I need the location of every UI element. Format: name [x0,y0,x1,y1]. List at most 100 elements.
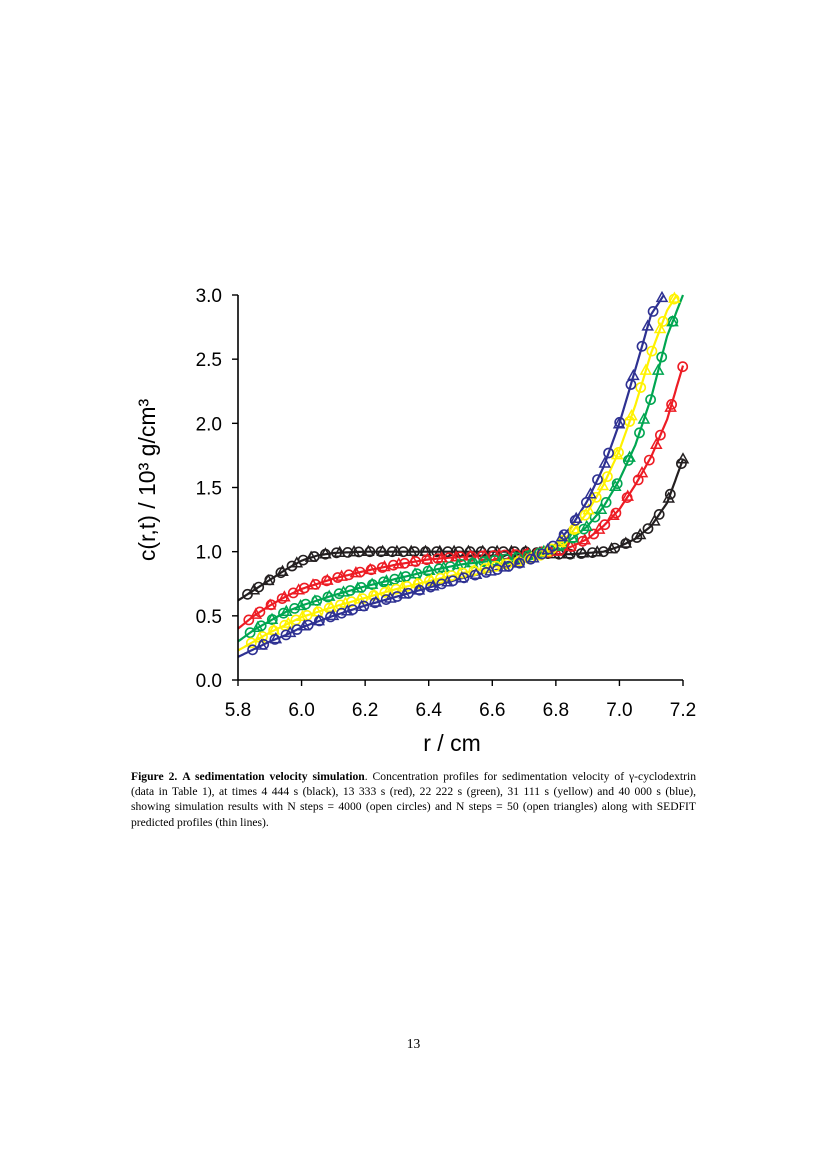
triangle-marker [612,417,626,429]
circle-marker [431,546,443,558]
triangle-marker [650,437,663,450]
triangle-marker [290,556,304,568]
triangle-marker [610,448,624,460]
triangle-marker [580,519,593,532]
y-axis-title: c(r,t) / 10³ g/cm³ [134,399,160,562]
triangle-marker [280,604,293,616]
triangle-marker [641,319,654,331]
triangle-marker [398,587,411,599]
triangle-marker [278,590,291,602]
triangle-marker [569,511,583,524]
triangle-marker [265,612,279,624]
sedimentation-chart: 5.8 6.0 6.2 6.4 6.6 6.8 7.0 7.2 0.0 0.5 1.0 1.5 2.0 2… [134,286,696,756]
triangle-marker [484,564,497,576]
triangle-marker [347,545,361,557]
y-tick-label: 0.5 [196,607,222,628]
circle-marker [631,532,643,543]
circle-marker [376,562,388,573]
triangle-marker [627,368,640,381]
triangle-marker [394,570,407,582]
x-tick-label: 5.8 [225,700,251,721]
triangle-marker [527,551,540,563]
triangle-marker [322,589,336,601]
figure-caption: Figure 2. A sedimentation velocity simul… [131,769,696,830]
circle-marker [436,578,448,590]
triangle-marker [276,564,289,576]
triangle-marker [423,563,436,576]
circle-marker [636,340,648,352]
triangle-marker [255,638,268,650]
caption-label: Figure 2. [131,770,178,783]
circle-marker [643,454,655,466]
circle-marker [614,416,626,428]
circle-marker [664,488,676,500]
triangle-marker [512,556,526,568]
triangle-marker [435,551,448,563]
circle-marker [390,583,402,595]
circle-marker [645,394,656,405]
x-tick-label: 7.0 [606,700,632,721]
triangle-marker [598,456,612,468]
caption-title: A sedimentation velocity simulation [182,770,365,783]
triangle-marker [363,562,377,575]
triangle-marker [676,452,690,464]
triangle-marker [426,579,440,591]
circle-marker [435,572,446,584]
triangle-marker [590,545,604,557]
circle-marker [602,471,613,482]
triangle-marker [304,550,318,562]
circle-marker [646,345,658,357]
circle-marker [488,550,499,561]
circle-marker [642,523,654,534]
circle-marker [588,528,600,540]
triangle-marker [324,600,338,612]
triangle-marker [584,487,597,499]
circle-marker [331,547,342,559]
triangle-marker [555,530,569,542]
triangle-marker [648,514,661,526]
triangle-marker [365,577,379,589]
triangle-marker [451,557,465,570]
triangle-marker [247,583,261,595]
circle-marker [432,553,444,564]
triangle-marker [664,400,677,412]
circle-marker [425,581,436,593]
circle-marker [333,588,345,600]
y-tick-label: 2.5 [196,350,222,371]
triangle-marker [607,508,620,520]
triangle-marker [292,583,305,595]
triangle-marker [666,315,679,327]
triangle-marker [449,550,463,562]
circle-marker [634,427,645,439]
circle-marker [280,629,292,641]
triangle-marker [498,560,511,572]
circle-marker [244,627,256,639]
triangle-marker [269,632,283,644]
triangle-marker [662,491,675,503]
triangle-marker [421,552,434,564]
triangle-marker [655,290,669,303]
triangle-marker [406,554,420,567]
circle-marker [353,546,365,558]
triangle-marker [619,536,633,548]
triangle-marker [263,598,277,610]
x-tick-label: 6.0 [288,700,314,721]
circle-marker [577,535,588,547]
triangle-marker [296,609,309,622]
triangle-marker [283,625,297,638]
x-tick-label: 6.4 [416,700,443,721]
triangle-marker [355,599,368,611]
triangle-marker [541,542,554,555]
triangle-marker [633,527,647,540]
circle-marker [603,447,614,459]
triangle-marker [635,466,649,478]
circle-marker [657,315,669,327]
circle-marker [243,614,255,626]
triangle-marker [369,595,383,607]
x-tick-label: 6.2 [352,700,378,721]
triangle-marker [384,591,397,603]
circle-marker [332,572,344,583]
x-tick-label: 6.6 [479,700,505,721]
triangle-marker [392,557,406,569]
triangle-marker [380,574,393,586]
